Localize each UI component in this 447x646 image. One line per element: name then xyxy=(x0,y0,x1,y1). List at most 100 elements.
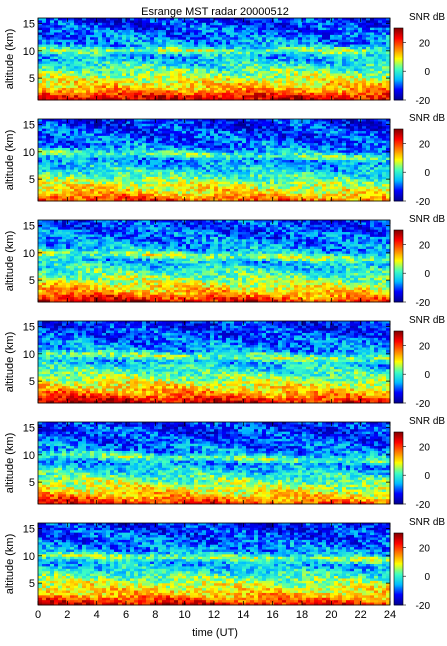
heatmap-cell xyxy=(58,64,62,67)
heatmap-cell xyxy=(110,40,114,43)
heatmap-cell xyxy=(354,23,358,26)
heatmap-cell xyxy=(182,160,186,163)
heatmap-cell xyxy=(274,153,278,156)
heatmap-cell xyxy=(42,64,46,67)
heatmap-cell xyxy=(74,32,78,35)
heatmap-cell xyxy=(334,49,338,52)
heatmap-cell xyxy=(214,141,218,144)
heatmap-cell xyxy=(54,162,58,165)
heatmap-cell xyxy=(98,129,102,132)
heatmap-cell xyxy=(198,25,202,28)
heatmap-cell xyxy=(286,95,290,98)
heatmap-cell xyxy=(354,81,358,84)
heatmap-cell xyxy=(38,121,42,124)
heatmap-cell xyxy=(314,59,318,62)
heatmap-cell xyxy=(246,66,250,69)
heatmap-cell xyxy=(122,35,126,38)
heatmap-cell xyxy=(354,150,358,153)
heatmap-cell xyxy=(106,136,110,139)
heatmap-cell xyxy=(162,61,166,64)
heatmap-cell xyxy=(154,133,158,136)
heatmap-cell xyxy=(206,138,210,141)
heatmap-cell xyxy=(334,141,338,144)
heatmap-cell xyxy=(326,18,330,21)
heatmap-cell xyxy=(198,30,202,33)
heatmap-cell xyxy=(218,47,222,50)
heatmap-cell xyxy=(134,88,138,91)
heatmap-cell xyxy=(290,165,294,168)
heatmap-cell xyxy=(182,59,186,62)
heatmap-cell xyxy=(290,141,294,144)
heatmap-cell xyxy=(46,88,50,91)
heatmap-cell xyxy=(102,59,106,62)
heatmap-cell xyxy=(234,143,238,146)
heatmap-cell xyxy=(118,66,122,69)
heatmap-cell xyxy=(82,126,86,129)
heatmap-cell xyxy=(370,146,374,149)
heatmap-cell xyxy=(374,129,378,132)
heatmap-cell xyxy=(102,88,106,91)
heatmap-cell xyxy=(362,143,366,146)
heatmap-cell xyxy=(146,146,150,149)
heatmap-cell xyxy=(50,95,54,98)
heatmap-cell xyxy=(334,167,338,170)
heatmap-cell xyxy=(378,35,382,38)
heatmap-cell xyxy=(246,42,250,45)
heatmap-cell xyxy=(182,28,186,31)
heatmap-cell xyxy=(306,71,310,74)
heatmap-cell xyxy=(374,136,378,139)
heatmap-cell xyxy=(170,23,174,26)
heatmap-cell xyxy=(362,57,366,60)
heatmap-cell xyxy=(330,20,334,23)
heatmap-cell xyxy=(70,119,74,122)
heatmap-cell xyxy=(218,78,222,81)
heatmap-cell xyxy=(170,64,174,67)
heatmap-cell xyxy=(62,45,66,48)
heatmap-cell xyxy=(106,126,110,129)
heatmap-cell xyxy=(46,28,50,31)
heatmap-cell xyxy=(58,126,62,129)
heatmap-cell xyxy=(370,148,374,151)
heatmap-cell xyxy=(254,18,258,21)
heatmap-cell xyxy=(154,136,158,139)
heatmap-cell xyxy=(250,143,254,146)
heatmap-cell xyxy=(94,20,98,23)
heatmap-cell xyxy=(50,28,54,31)
heatmap-cell xyxy=(302,95,306,98)
heatmap-cell xyxy=(374,35,378,38)
heatmap-cell xyxy=(46,119,50,122)
heatmap-cell xyxy=(338,133,342,136)
heatmap-cell xyxy=(138,71,142,74)
heatmap-cell xyxy=(202,30,206,33)
heatmap-cell xyxy=(110,83,114,86)
heatmap-cell xyxy=(66,71,70,74)
heatmap-cell xyxy=(234,25,238,28)
heatmap-cell xyxy=(326,124,330,127)
heatmap-cell xyxy=(178,129,182,132)
heatmap-cell xyxy=(278,138,282,141)
heatmap-cell xyxy=(342,121,346,124)
heatmap-cell xyxy=(378,42,382,45)
heatmap-cell xyxy=(122,153,126,156)
heatmap-cell xyxy=(378,73,382,76)
heatmap-cell xyxy=(346,150,350,153)
heatmap-cell xyxy=(314,52,318,55)
heatmap-cell xyxy=(382,37,386,40)
heatmap-cell xyxy=(298,45,302,48)
heatmap-cell xyxy=(150,146,154,149)
heatmap-cell xyxy=(290,57,294,60)
heatmap-cell xyxy=(202,52,206,55)
heatmap-cell xyxy=(98,165,102,168)
heatmap-cell xyxy=(154,45,158,48)
heatmap-cell xyxy=(306,35,310,38)
heatmap-cell xyxy=(158,129,162,132)
heatmap-cell xyxy=(314,78,318,81)
heatmap-cell xyxy=(146,52,150,55)
heatmap-cell xyxy=(202,20,206,23)
heatmap-cell xyxy=(358,40,362,43)
heatmap-cell xyxy=(378,141,382,144)
heatmap-cell xyxy=(226,153,230,156)
heatmap-cell xyxy=(138,81,142,84)
heatmap-cell xyxy=(234,129,238,132)
heatmap-cell xyxy=(362,146,366,149)
